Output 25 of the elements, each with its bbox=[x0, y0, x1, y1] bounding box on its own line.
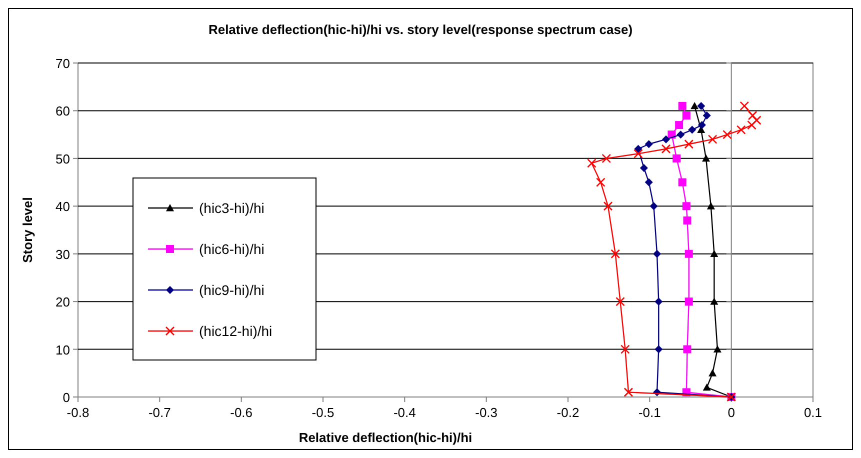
x-axis-title: Relative deflection(hic-hi)/hi bbox=[298, 430, 472, 445]
y-tick-label: 30 bbox=[56, 246, 70, 262]
y-tick-label: 70 bbox=[56, 56, 70, 71]
x-tick-label: -0.4 bbox=[393, 405, 416, 420]
y-tick-label: 20 bbox=[56, 294, 70, 310]
x-tick-label: -0.5 bbox=[312, 405, 334, 420]
x-tick-label: -0.8 bbox=[66, 405, 90, 420]
x-tick-label: -0.3 bbox=[475, 405, 498, 420]
legend-label: (hic9-hi)/hi bbox=[199, 282, 264, 298]
y-tick-label: 10 bbox=[56, 342, 70, 358]
x-tick-label: -0.1 bbox=[638, 405, 661, 420]
legend-label: (hic3-hi)/hi bbox=[199, 200, 264, 216]
x-tick-label: -0.7 bbox=[148, 405, 171, 420]
y-tick-label: 60 bbox=[56, 104, 70, 119]
legend-label: (hic6-hi)/hi bbox=[199, 241, 264, 257]
legend-label: (hic12-hi)/hi bbox=[199, 323, 272, 339]
y-tick-label: 0 bbox=[62, 390, 70, 405]
x-tick-label: 0 bbox=[728, 405, 735, 420]
x-tick-label: 0.1 bbox=[804, 405, 822, 420]
y-axis-title: Story level bbox=[20, 197, 35, 263]
chart-title: Relative deflection(hic-hi)/hi vs. story level(response spectrum case) bbox=[208, 22, 633, 37]
y-tick-label: 50 bbox=[56, 151, 70, 166]
y-tick-label: 40 bbox=[56, 199, 70, 214]
x-tick-label: -0.6 bbox=[230, 405, 253, 420]
x-tick-label: -0.2 bbox=[556, 405, 580, 420]
